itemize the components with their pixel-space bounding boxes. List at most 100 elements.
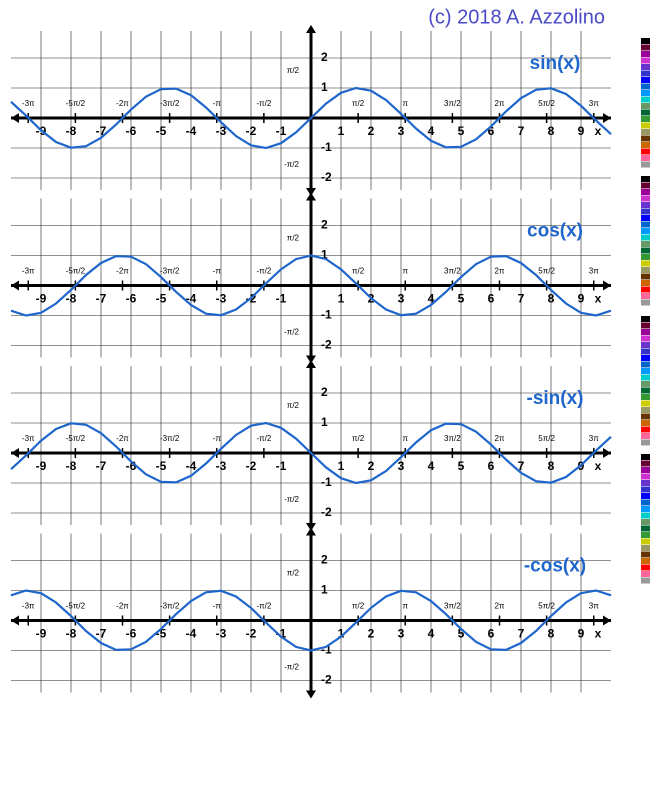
x-tick-label: -1 [276,627,287,641]
x-tick-label: 6 [488,459,495,473]
x-tick-label: -5 [156,459,167,473]
color-swatch [641,195,650,202]
y-tick-label: -1 [321,308,332,322]
y-tick-label: 1 [321,248,328,262]
y-tick-label: 2 [321,218,328,232]
pi-tick-label: 5π/2 [538,267,555,276]
color-swatch [641,155,650,161]
x-tick-label: -5 [156,292,167,306]
color-swatch [641,342,650,348]
color-swatch [641,135,650,142]
chart-panel: -9 -8 -7 -6 -5 -4 -3 -2 -1 1 2 3 4 5 6 7 8 9-3π -5π/2 -2π -3… [10,192,612,364]
x-tick-label: 5 [458,459,465,473]
color-strips [641,38,650,584]
x-tick-label: 2 [368,124,375,138]
x-tick-label: 1 [338,292,345,306]
y-tick-label: -2 [321,170,332,184]
color-swatch [641,329,650,335]
color-swatch [641,44,650,51]
color-swatch [641,215,650,221]
x-tick-label: -8 [66,124,77,138]
x-tick-label: -4 [186,292,197,306]
x-axis-label: x [595,292,602,306]
color-swatch [641,122,650,129]
pi-tick-label: 2π [495,434,505,443]
color-swatch [641,234,650,241]
color-swatch [641,538,650,545]
color-swatch [641,322,650,329]
color-swatch [641,486,650,493]
x-tick-label: -7 [96,292,107,306]
pi-tick-label: -3π/2 [160,99,180,108]
color-swatch [641,260,650,267]
color-swatch [641,103,650,109]
color-swatch [641,454,650,460]
pi-tick-label: -3π [22,602,35,611]
chart-panel: -9 -8 -7 -6 -5 -4 -3 -2 -1 1 2 3 4 5 6 7 8 9-3π -5π/2 -2π -3… [10,25,612,196]
pi-tick-label: -π [213,267,222,276]
pi-tick-label: π [402,99,408,108]
pi-tick-label: -π [213,99,222,108]
color-swatch [641,316,650,322]
color-swatch [641,286,650,293]
x-tick-label: 1 [338,459,345,473]
pi-tick-label: 2π [495,99,505,108]
x-tick-label: -3 [216,292,227,306]
x-tick-label: 9 [578,124,585,138]
color-swatch [641,241,650,247]
x-tick-label: 8 [548,627,555,641]
x-tick-label: -2 [246,124,257,138]
y-pi-label: π/2 [287,401,300,410]
pi-tick-label: 3π [589,99,599,108]
pi-tick-label: π [402,602,408,611]
x-axis-label: x [595,627,602,641]
pi-tick-label: π/2 [352,267,365,276]
color-swatch [641,571,650,577]
y-tick-label: 1 [321,415,328,429]
color-swatch [641,254,650,260]
color-swatch [641,70,650,77]
x-tick-label: 6 [488,292,495,306]
pi-tick-label: -2π [116,602,129,611]
color-swatch [641,90,650,96]
x-tick-label: -4 [186,124,197,138]
y-tick-label: -1 [321,643,332,657]
x-tick-label: 3 [398,627,405,641]
y-tick-label: -2 [321,338,332,352]
x-tick-label: 4 [428,292,435,306]
x-tick-label: 3 [398,459,405,473]
x-tick-label: 4 [428,627,435,641]
curve [10,589,612,652]
color-swatch [641,545,650,551]
x-tick-label: -2 [246,459,257,473]
color-swatch [641,161,650,168]
pi-tick-label: -π [213,602,222,611]
color-swatch [641,293,650,299]
pi-tick-label: 3π [589,434,599,443]
x-tick-label: -6 [126,627,137,641]
pi-tick-label: -5π/2 [66,267,86,276]
x-tick-label: -1 [276,292,287,306]
x-tick-label: -8 [66,627,77,641]
color-swatch [641,374,650,381]
x-tick-label: 6 [488,124,495,138]
color-swatch [641,433,650,439]
x-tick-label: 7 [518,627,525,641]
x-tick-label: 5 [458,627,465,641]
pi-tick-label: 2π [495,602,505,611]
pi-tick-label: -π/2 [256,434,271,443]
color-swatch [641,267,650,273]
x-tick-label: 4 [428,124,435,138]
color-swatch [641,558,650,564]
x-tick-label: -6 [126,292,137,306]
x-tick-label: 1 [338,124,345,138]
x-axis-label: x [595,124,602,138]
x-tick-label: -1 [276,459,287,473]
color-swatch [641,532,650,538]
curve [10,86,612,150]
color-swatch [641,109,650,116]
y-pi-label: π/2 [287,66,300,75]
x-tick-label: 3 [398,292,405,306]
x-tick-label: 9 [578,292,585,306]
